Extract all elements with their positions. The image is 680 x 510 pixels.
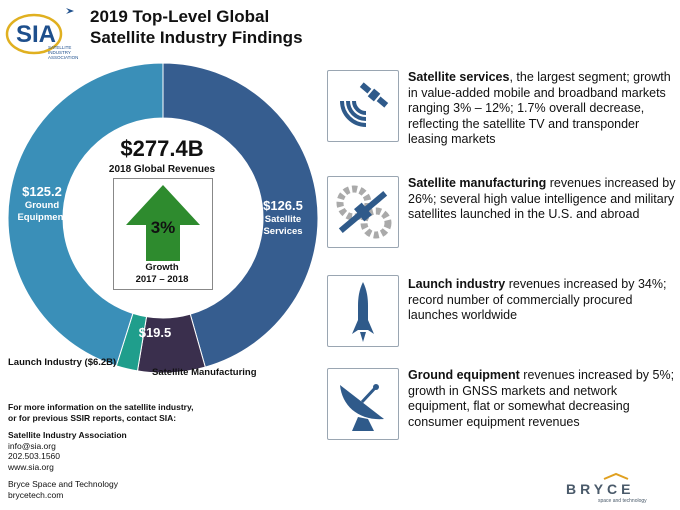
manufacturing-name-label: Satellite Manufacturing (152, 367, 257, 378)
contact-web2[interactable]: brycetech.com (8, 489, 64, 500)
contact-web[interactable]: www.sia.org (8, 461, 54, 472)
contact-info: For more information on the satellite in… (8, 402, 218, 500)
finding-1-bold: Satellite services (408, 70, 510, 84)
finding-3-bold: Launch industry (408, 277, 506, 291)
finding-1-text: Satellite services, the largest segment;… (408, 70, 676, 148)
satellite-signal-icon (327, 70, 399, 142)
finding-satellite-services: Satellite services, the largest segment;… (327, 70, 672, 166)
rocket-icon (327, 275, 399, 347)
title-line-2: Satellite Industry Findings (90, 28, 303, 47)
services-name-2: Services (263, 226, 303, 237)
finding-ground-equipment: Ground equipment revenues increased by 5… (327, 368, 674, 454)
contact-org2: Bryce Space and Technology (8, 479, 118, 489)
growth-label-2: 2017 – 2018 (135, 274, 189, 285)
finding-2-body: revenues increased by 26%; several high … (408, 176, 676, 221)
growth-arrow-icon (126, 185, 200, 261)
ground-name-1: Ground (24, 200, 60, 211)
satellite-gears-icon (327, 176, 399, 248)
sia-logo: SIA SATELLITE INDUSTRY ASSOCIATION (4, 4, 84, 60)
finding-satellite-manufacturing: Satellite manufacturing revenues increas… (327, 176, 675, 248)
services-name-1: Satellite (264, 214, 302, 225)
sia-logo-sub3: ASSOCIATION (48, 55, 78, 60)
contact-org: Satellite Industry Association (8, 430, 127, 440)
finding-4-bold: Ground equipment (408, 368, 520, 382)
contact-line-2: or for previous SSIR reports, contact SI… (8, 412, 177, 423)
contact-email[interactable]: info@sia.org (8, 440, 56, 451)
finding-3-text: Launch industry revenues increased by 34… (408, 277, 676, 324)
satellite-dish-icon (327, 368, 399, 440)
finding-2-text: Satellite manufacturing revenues increas… (408, 176, 676, 223)
finding-1-body: , the largest segment; growth in value-a… (408, 70, 671, 146)
manufacturing-value: $19.5 (138, 325, 172, 340)
sia-logo-sub1: SATELLITE (48, 45, 71, 50)
sia-logo-text: SIA (16, 21, 56, 48)
growth-value: 3% (150, 218, 176, 237)
total-caption: 2018 Global Revenues (108, 164, 216, 175)
manufacturing-value-label: $19.5 (130, 325, 180, 341)
ground-name-2: Equipment (17, 212, 67, 223)
bryce-tagline: space and technology (598, 498, 647, 504)
growth-label-1: Growth (145, 262, 179, 273)
title-line-1: 2019 Top-Level Global (90, 7, 270, 26)
finding-3-body: revenues increased by 34%; record number… (408, 277, 667, 322)
services-value: $126.5 (263, 198, 303, 213)
page-title: 2019 Top-Level Global Satellite Industry… (90, 6, 390, 48)
sia-logo-sub2: INDUSTRY (48, 50, 71, 55)
contact-phone: 202.503.1560 (8, 451, 60, 461)
finding-launch-industry: Launch industry revenues increased by 34… (327, 275, 672, 347)
growth-label: Growth 2017 – 2018 (113, 262, 211, 286)
ground-value: $125.2 (22, 184, 62, 199)
finding-4-body: revenues increased by 5%; growth in GNSS… (408, 368, 675, 429)
launch-industry-label: Launch Industry ($6.2B) (8, 357, 117, 368)
finding-2-bold: Satellite manufacturing (408, 176, 547, 190)
total-revenue: $277.4B (120, 136, 204, 161)
bryce-name: BRYCE (566, 481, 635, 497)
growth-box (113, 178, 213, 290)
ground-label: $125.2 Ground Equipment (10, 184, 74, 224)
bryce-logo: BRYCE space and technology (560, 472, 672, 504)
services-label: $126.5 Satellite Services (252, 198, 314, 238)
finding-4-text: Ground equipment revenues increased by 5… (408, 368, 676, 430)
contact-line-1: For more information on the satellite in… (8, 402, 194, 412)
